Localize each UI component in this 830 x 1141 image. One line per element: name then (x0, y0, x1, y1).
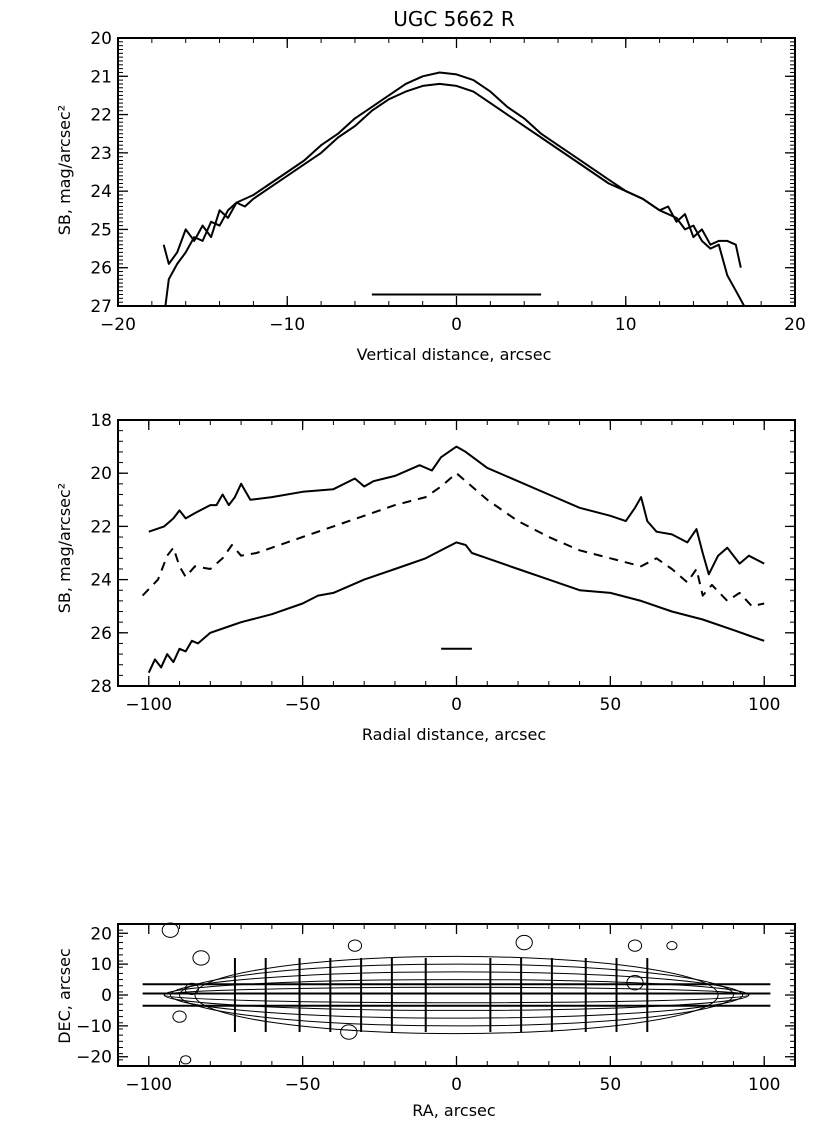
contour-map-xlabel: RA, arcsec (412, 1101, 495, 1120)
vertical-profile-panel: −20 −10 0 10 20 20 21 22 23 24 25 26 27 (90, 29, 805, 335)
star-contour (515, 934, 533, 951)
star-contour (192, 950, 210, 966)
x-tick-label: 50 (600, 695, 622, 715)
x-tick-label: 100 (748, 695, 780, 715)
y-tick-label: 20 (90, 464, 112, 484)
vertical-profile-ylabel: SB, mag/arcsec² (55, 105, 74, 235)
star-contour (172, 1010, 187, 1023)
series-line-0 (148, 445, 765, 576)
radial-profile-xlabel: Radial distance, arcsec (362, 725, 546, 744)
isophote-contour (194, 955, 719, 1035)
plot-frame-2 (117, 923, 796, 1067)
x-tick-label: 0 (451, 315, 462, 335)
x-tick-label: 10 (615, 315, 637, 335)
y-tick-label: 26 (90, 259, 112, 279)
x-tick-label: −20 (100, 315, 136, 335)
y-tick-label: 26 (90, 624, 112, 644)
plot-frame-0 (117, 37, 796, 307)
isophote-contours (161, 922, 750, 1065)
series-line-2 (147, 541, 765, 674)
isophote-contour (179, 963, 734, 1027)
isophote-contour (163, 986, 750, 1004)
y-tick-label: 20 (90, 924, 112, 944)
y-tick-label: 0 (101, 986, 112, 1006)
y-tick-label: 23 (90, 144, 112, 164)
y-tick-label: −10 (76, 1017, 112, 1037)
radial-profile-panel: −100 −50 0 50 100 18 20 22 24 26 28 (90, 411, 796, 715)
x-tick-label: −50 (285, 1075, 321, 1095)
vertical-profile-xlabel: Vertical distance, arcsec (357, 345, 552, 364)
y-tick-label: 25 (90, 220, 112, 240)
x-tick-label: 20 (784, 315, 806, 335)
y-tick-label: 28 (90, 677, 112, 697)
x-tick-label: −50 (285, 695, 321, 715)
star-contour (627, 939, 643, 952)
x-tick-label: 100 (748, 1075, 780, 1095)
radial-profile-ylabel: SB, mag/arcsec² (55, 483, 74, 613)
x-tick-label: −100 (125, 1075, 172, 1095)
y-tick-label: 21 (90, 67, 112, 87)
series-line-1 (141, 472, 765, 608)
y-tick-label: 22 (90, 106, 112, 126)
star-contour (626, 974, 644, 991)
series-line-1 (164, 71, 746, 307)
star-contour (347, 939, 363, 952)
plot-frame-1 (117, 419, 796, 687)
y-tick-label: 24 (90, 571, 112, 591)
isophote-contour (169, 971, 744, 1019)
y-tick-label: 18 (90, 411, 112, 431)
x-tick-label: 0 (451, 1075, 462, 1095)
y-tick-label: 24 (90, 182, 112, 202)
x-tick-label: −10 (269, 315, 305, 335)
chart-title: UGC 5662 R (393, 7, 515, 31)
y-tick-label: 22 (90, 517, 112, 537)
star-contour (666, 941, 678, 951)
star-contour (161, 922, 179, 938)
isophote-contour (163, 979, 750, 1011)
x-tick-label: 50 (600, 1075, 622, 1095)
y-tick-label: 27 (90, 297, 112, 317)
y-tick-label: −20 (76, 1048, 112, 1068)
x-tick-label: 0 (451, 695, 462, 715)
star-contour (340, 1024, 358, 1040)
series-line-0 (162, 82, 742, 268)
y-tick-label: 10 (90, 955, 112, 975)
contour-map-ylabel: DEC, arcsec (55, 948, 74, 1044)
x-tick-label: −100 (125, 695, 172, 715)
star-contour (180, 1055, 192, 1065)
y-tick-label: 20 (90, 29, 112, 49)
